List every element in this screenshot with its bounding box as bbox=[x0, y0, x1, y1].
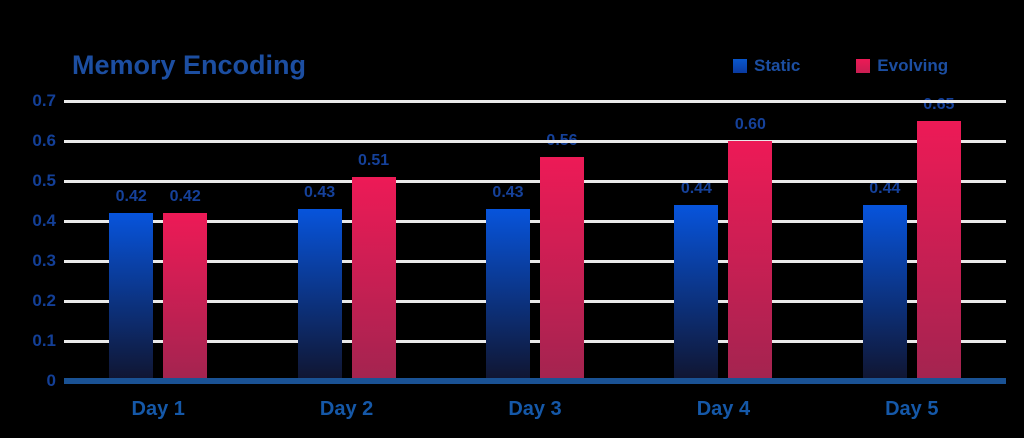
value-label-evolving-day-1: 0.42 bbox=[169, 188, 201, 205]
bar-evolving-day-2 bbox=[351, 177, 396, 381]
x-axis-line bbox=[64, 378, 1006, 384]
x-label-day-5: Day 5 bbox=[885, 398, 939, 420]
legend: Static Evolving bbox=[733, 56, 948, 76]
gridline-0.7 bbox=[64, 99, 1006, 103]
gridline-0.6 bbox=[64, 139, 1006, 143]
y-tick-0: 0 bbox=[46, 371, 56, 390]
chart-title: Memory Encoding bbox=[72, 50, 307, 80]
bar-evolving-day-1 bbox=[163, 213, 208, 381]
x-label-day-4: Day 4 bbox=[696, 398, 751, 420]
legend-label-static: Static bbox=[754, 56, 801, 75]
y-tick-0.3: 0.3 bbox=[32, 251, 56, 270]
value-label-static-day-4: 0.44 bbox=[680, 180, 712, 197]
bar-static-day-3 bbox=[486, 209, 530, 381]
plot-area: 0.42 0.42 0.43 0.51 0.43 0.56 0.44 0.60 0.44 0.65 bbox=[64, 96, 1006, 384]
legend-item-static: Static bbox=[733, 56, 800, 76]
bar-evolving-day-4 bbox=[728, 141, 773, 381]
legend-swatch-static-icon bbox=[733, 59, 747, 73]
legend-swatch-evolving-icon bbox=[856, 59, 871, 73]
gridline-0.2 bbox=[64, 299, 1006, 303]
bar-evolving-day-5 bbox=[916, 121, 961, 381]
y-tick-0.5: 0.5 bbox=[32, 171, 56, 190]
bar-static-day-4 bbox=[674, 205, 719, 381]
gridline-0.4 bbox=[64, 219, 1006, 223]
y-tick-0.7: 0.7 bbox=[32, 91, 56, 110]
y-tick-0.4: 0.4 bbox=[32, 211, 56, 230]
bar-evolving-day-3 bbox=[540, 157, 584, 381]
bar-static-day-5 bbox=[862, 205, 907, 381]
gridline-0.3 bbox=[64, 259, 1006, 263]
y-tick-0.2: 0.2 bbox=[32, 291, 56, 310]
value-label-static-day-1: 0.42 bbox=[115, 188, 147, 205]
bar-static-day-1 bbox=[109, 213, 154, 381]
x-label-day-2: Day 2 bbox=[319, 398, 374, 420]
value-label-static-day-5: 0.44 bbox=[869, 180, 901, 197]
legend-item-evolving: Evolving bbox=[856, 56, 948, 76]
value-label-static-day-3: 0.43 bbox=[492, 184, 524, 201]
x-label-day-1: Day 1 bbox=[131, 398, 185, 420]
y-tick-0.1: 0.1 bbox=[32, 331, 56, 350]
x-label-day-3: Day 3 bbox=[508, 398, 562, 420]
bar-static-day-2 bbox=[297, 209, 342, 381]
y-tick-0.6: 0.6 bbox=[32, 131, 56, 150]
value-label-static-day-2: 0.43 bbox=[304, 184, 336, 201]
value-label-evolving-day-2: 0.51 bbox=[358, 152, 390, 169]
gridline-0.1 bbox=[64, 339, 1006, 343]
value-label-evolving-day-4: 0.60 bbox=[734, 116, 766, 133]
gridline-0.5 bbox=[64, 179, 1006, 183]
legend-label-evolving: Evolving bbox=[877, 56, 949, 75]
